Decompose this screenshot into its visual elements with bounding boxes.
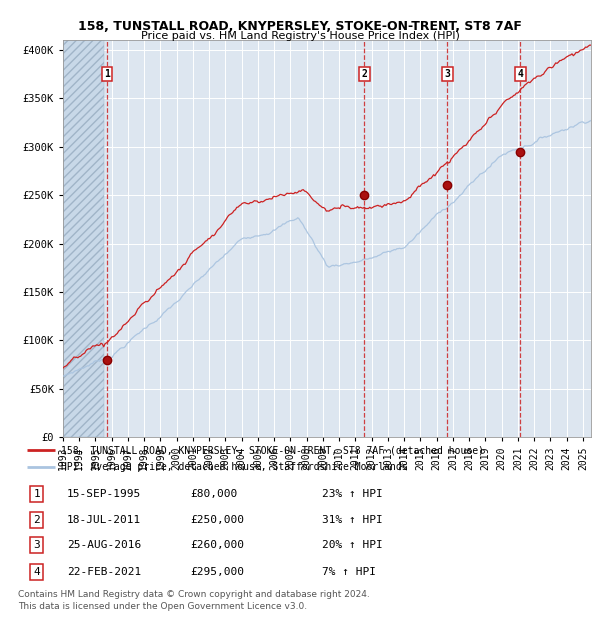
Text: 18-JUL-2011: 18-JUL-2011 — [67, 515, 141, 525]
Text: 7% ↑ HPI: 7% ↑ HPI — [322, 567, 376, 577]
Text: 158, TUNSTALL ROAD, KNYPERSLEY, STOKE-ON-TRENT, ST8 7AF: 158, TUNSTALL ROAD, KNYPERSLEY, STOKE-ON… — [78, 20, 522, 33]
Text: 1: 1 — [34, 489, 40, 499]
Text: 3: 3 — [34, 541, 40, 551]
Text: 4: 4 — [517, 69, 523, 79]
Text: 20% ↑ HPI: 20% ↑ HPI — [322, 541, 382, 551]
Text: Price paid vs. HM Land Registry's House Price Index (HPI): Price paid vs. HM Land Registry's House … — [140, 31, 460, 41]
Text: £260,000: £260,000 — [190, 541, 244, 551]
Text: Contains HM Land Registry data © Crown copyright and database right 2024.
This d: Contains HM Land Registry data © Crown c… — [18, 590, 370, 611]
Text: HPI: Average price, detached house, Staffordshire Moorlands: HPI: Average price, detached house, Staf… — [61, 462, 407, 472]
Text: £80,000: £80,000 — [190, 489, 237, 499]
Text: £250,000: £250,000 — [190, 515, 244, 525]
Text: 3: 3 — [444, 69, 450, 79]
Text: 2: 2 — [361, 69, 367, 79]
Text: 25-AUG-2016: 25-AUG-2016 — [67, 541, 141, 551]
Text: 31% ↑ HPI: 31% ↑ HPI — [322, 515, 382, 525]
Text: 4: 4 — [34, 567, 40, 577]
Text: £295,000: £295,000 — [190, 567, 244, 577]
Text: 2: 2 — [34, 515, 40, 525]
Text: 23% ↑ HPI: 23% ↑ HPI — [322, 489, 382, 499]
Text: 158, TUNSTALL ROAD, KNYPERSLEY, STOKE-ON-TRENT, ST8 7AF (detached house): 158, TUNSTALL ROAD, KNYPERSLEY, STOKE-ON… — [61, 445, 484, 455]
Bar — [63, 40, 104, 437]
Text: 1: 1 — [104, 69, 110, 79]
Text: 22-FEB-2021: 22-FEB-2021 — [67, 567, 141, 577]
Text: 15-SEP-1995: 15-SEP-1995 — [67, 489, 141, 499]
